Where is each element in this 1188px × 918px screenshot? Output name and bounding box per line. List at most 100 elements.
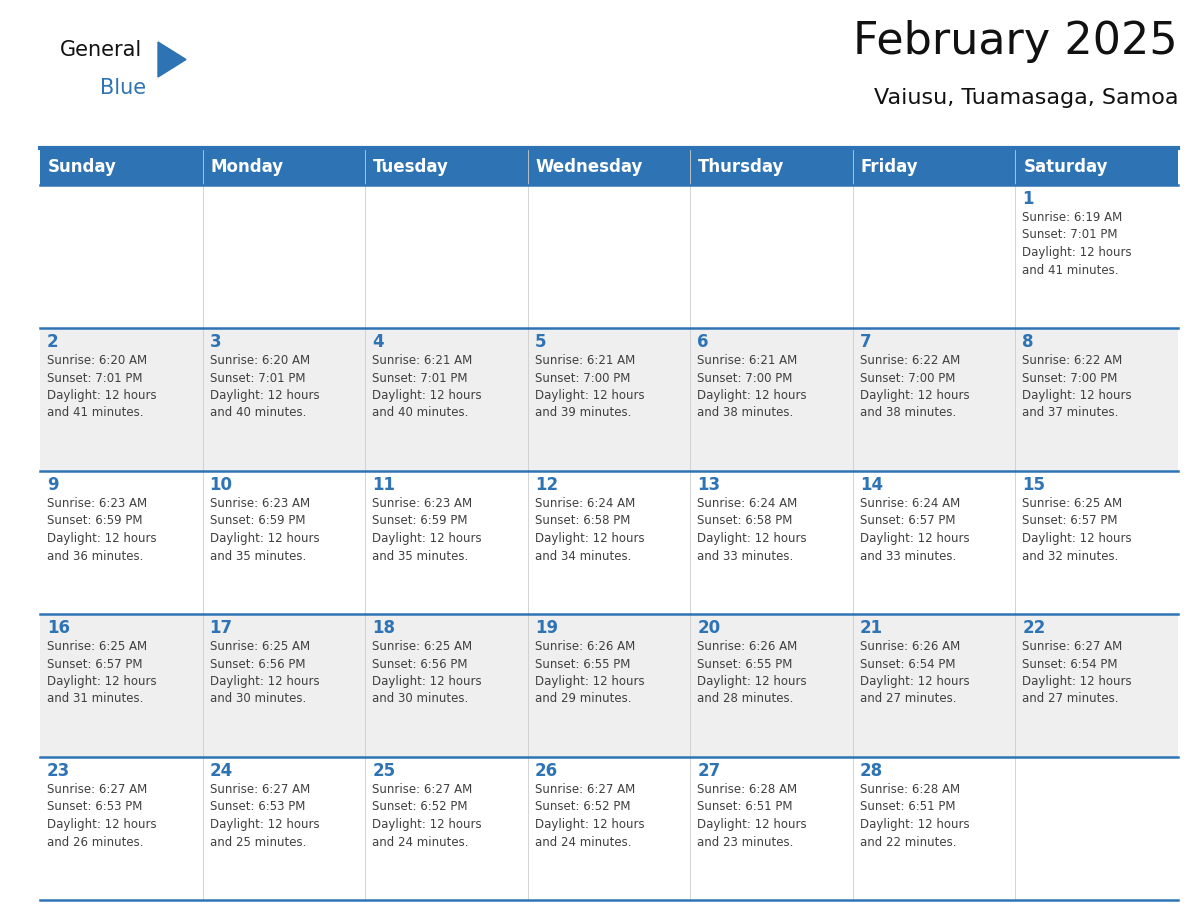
Bar (203, 757, 365, 900)
Text: 24: 24 (209, 762, 233, 780)
Text: 12: 12 (535, 476, 558, 494)
Bar (853, 614, 1016, 757)
Text: Sunrise: 6:19 AM
Sunset: 7:01 PM
Daylight: 12 hours
and 41 minutes.: Sunrise: 6:19 AM Sunset: 7:01 PM Dayligh… (1023, 211, 1132, 276)
Text: Sunrise: 6:25 AM
Sunset: 6:56 PM
Daylight: 12 hours
and 30 minutes.: Sunrise: 6:25 AM Sunset: 6:56 PM Dayligh… (209, 640, 320, 706)
Text: 13: 13 (697, 476, 720, 494)
Bar (203, 471, 365, 614)
Text: 17: 17 (209, 619, 233, 637)
Text: Sunrise: 6:21 AM
Sunset: 7:01 PM
Daylight: 12 hours
and 40 minutes.: Sunrise: 6:21 AM Sunset: 7:01 PM Dayligh… (372, 354, 482, 420)
Bar (853, 150, 1016, 185)
Text: Sunrise: 6:20 AM
Sunset: 7:01 PM
Daylight: 12 hours
and 40 minutes.: Sunrise: 6:20 AM Sunset: 7:01 PM Dayligh… (209, 354, 320, 420)
Bar (1016, 757, 1178, 900)
Text: Saturday: Saturday (1023, 159, 1108, 176)
Polygon shape (158, 42, 187, 77)
Bar (40, 614, 203, 757)
Text: Sunrise: 6:27 AM
Sunset: 6:53 PM
Daylight: 12 hours
and 26 minutes.: Sunrise: 6:27 AM Sunset: 6:53 PM Dayligh… (48, 783, 157, 848)
Text: Monday: Monday (210, 159, 284, 176)
Text: Sunrise: 6:22 AM
Sunset: 7:00 PM
Daylight: 12 hours
and 37 minutes.: Sunrise: 6:22 AM Sunset: 7:00 PM Dayligh… (1023, 354, 1132, 420)
Bar (690, 471, 853, 614)
Bar (690, 150, 853, 185)
Text: Sunrise: 6:23 AM
Sunset: 6:59 PM
Daylight: 12 hours
and 36 minutes.: Sunrise: 6:23 AM Sunset: 6:59 PM Dayligh… (48, 497, 157, 563)
Bar (690, 328, 853, 471)
Text: Sunrise: 6:27 AM
Sunset: 6:53 PM
Daylight: 12 hours
and 25 minutes.: Sunrise: 6:27 AM Sunset: 6:53 PM Dayligh… (209, 783, 320, 848)
Text: Sunrise: 6:27 AM
Sunset: 6:54 PM
Daylight: 12 hours
and 27 minutes.: Sunrise: 6:27 AM Sunset: 6:54 PM Dayligh… (1023, 640, 1132, 706)
Bar (40, 328, 203, 471)
Text: 7: 7 (860, 333, 872, 351)
Text: 6: 6 (697, 333, 709, 351)
Text: Sunrise: 6:24 AM
Sunset: 6:58 PM
Daylight: 12 hours
and 33 minutes.: Sunrise: 6:24 AM Sunset: 6:58 PM Dayligh… (697, 497, 807, 563)
Text: 10: 10 (209, 476, 233, 494)
Bar (365, 150, 527, 185)
Text: Sunrise: 6:28 AM
Sunset: 6:51 PM
Daylight: 12 hours
and 22 minutes.: Sunrise: 6:28 AM Sunset: 6:51 PM Dayligh… (860, 783, 969, 848)
Bar (1016, 185, 1178, 328)
Text: 15: 15 (1023, 476, 1045, 494)
Text: 5: 5 (535, 333, 546, 351)
Text: Vaiusu, Tuamasaga, Samoa: Vaiusu, Tuamasaga, Samoa (873, 88, 1178, 108)
Text: Sunrise: 6:25 AM
Sunset: 6:57 PM
Daylight: 12 hours
and 32 minutes.: Sunrise: 6:25 AM Sunset: 6:57 PM Dayligh… (1023, 497, 1132, 563)
Bar (690, 614, 853, 757)
Text: Sunrise: 6:26 AM
Sunset: 6:55 PM
Daylight: 12 hours
and 28 minutes.: Sunrise: 6:26 AM Sunset: 6:55 PM Dayligh… (697, 640, 807, 706)
Text: Wednesday: Wednesday (536, 159, 643, 176)
Text: Sunrise: 6:27 AM
Sunset: 6:52 PM
Daylight: 12 hours
and 24 minutes.: Sunrise: 6:27 AM Sunset: 6:52 PM Dayligh… (535, 783, 644, 848)
Bar (1016, 614, 1178, 757)
Bar (365, 471, 527, 614)
Text: Sunrise: 6:22 AM
Sunset: 7:00 PM
Daylight: 12 hours
and 38 minutes.: Sunrise: 6:22 AM Sunset: 7:00 PM Dayligh… (860, 354, 969, 420)
Bar (1016, 150, 1178, 185)
Text: Sunrise: 6:23 AM
Sunset: 6:59 PM
Daylight: 12 hours
and 35 minutes.: Sunrise: 6:23 AM Sunset: 6:59 PM Dayligh… (372, 497, 482, 563)
Bar (40, 757, 203, 900)
Bar (40, 150, 203, 185)
Text: 27: 27 (697, 762, 721, 780)
Text: 22: 22 (1023, 619, 1045, 637)
Text: 14: 14 (860, 476, 883, 494)
Bar (203, 614, 365, 757)
Bar (527, 471, 690, 614)
Bar (853, 185, 1016, 328)
Text: 11: 11 (372, 476, 396, 494)
Bar (853, 757, 1016, 900)
Bar (527, 757, 690, 900)
Text: 19: 19 (535, 619, 558, 637)
Text: 21: 21 (860, 619, 883, 637)
Bar (853, 471, 1016, 614)
Bar (40, 185, 203, 328)
Bar (203, 150, 365, 185)
Text: Sunrise: 6:25 AM
Sunset: 6:57 PM
Daylight: 12 hours
and 31 minutes.: Sunrise: 6:25 AM Sunset: 6:57 PM Dayligh… (48, 640, 157, 706)
Text: Tuesday: Tuesday (373, 159, 449, 176)
Text: General: General (61, 40, 143, 60)
Text: 26: 26 (535, 762, 558, 780)
Text: 28: 28 (860, 762, 883, 780)
Text: 3: 3 (209, 333, 221, 351)
Bar (690, 757, 853, 900)
Text: Friday: Friday (861, 159, 918, 176)
Text: 4: 4 (372, 333, 384, 351)
Bar (203, 185, 365, 328)
Bar (527, 328, 690, 471)
Bar (365, 328, 527, 471)
Text: 8: 8 (1023, 333, 1034, 351)
Text: 16: 16 (48, 619, 70, 637)
Bar (690, 185, 853, 328)
Text: 1: 1 (1023, 190, 1034, 208)
Bar (1016, 328, 1178, 471)
Bar (1016, 471, 1178, 614)
Text: 25: 25 (372, 762, 396, 780)
Text: Sunday: Sunday (48, 159, 116, 176)
Bar (365, 185, 527, 328)
Text: Sunrise: 6:21 AM
Sunset: 7:00 PM
Daylight: 12 hours
and 39 minutes.: Sunrise: 6:21 AM Sunset: 7:00 PM Dayligh… (535, 354, 644, 420)
Text: Sunrise: 6:27 AM
Sunset: 6:52 PM
Daylight: 12 hours
and 24 minutes.: Sunrise: 6:27 AM Sunset: 6:52 PM Dayligh… (372, 783, 482, 848)
Text: Sunrise: 6:24 AM
Sunset: 6:57 PM
Daylight: 12 hours
and 33 minutes.: Sunrise: 6:24 AM Sunset: 6:57 PM Dayligh… (860, 497, 969, 563)
Text: February 2025: February 2025 (853, 20, 1178, 63)
Text: Sunrise: 6:21 AM
Sunset: 7:00 PM
Daylight: 12 hours
and 38 minutes.: Sunrise: 6:21 AM Sunset: 7:00 PM Dayligh… (697, 354, 807, 420)
Text: Sunrise: 6:20 AM
Sunset: 7:01 PM
Daylight: 12 hours
and 41 minutes.: Sunrise: 6:20 AM Sunset: 7:01 PM Dayligh… (48, 354, 157, 420)
Text: Sunrise: 6:23 AM
Sunset: 6:59 PM
Daylight: 12 hours
and 35 minutes.: Sunrise: 6:23 AM Sunset: 6:59 PM Dayligh… (209, 497, 320, 563)
Bar (527, 614, 690, 757)
Bar (527, 185, 690, 328)
Bar (853, 328, 1016, 471)
Bar (365, 757, 527, 900)
Text: Thursday: Thursday (699, 159, 784, 176)
Text: 18: 18 (372, 619, 396, 637)
Text: Sunrise: 6:26 AM
Sunset: 6:54 PM
Daylight: 12 hours
and 27 minutes.: Sunrise: 6:26 AM Sunset: 6:54 PM Dayligh… (860, 640, 969, 706)
Text: 20: 20 (697, 619, 720, 637)
Text: 9: 9 (48, 476, 58, 494)
Bar (365, 614, 527, 757)
